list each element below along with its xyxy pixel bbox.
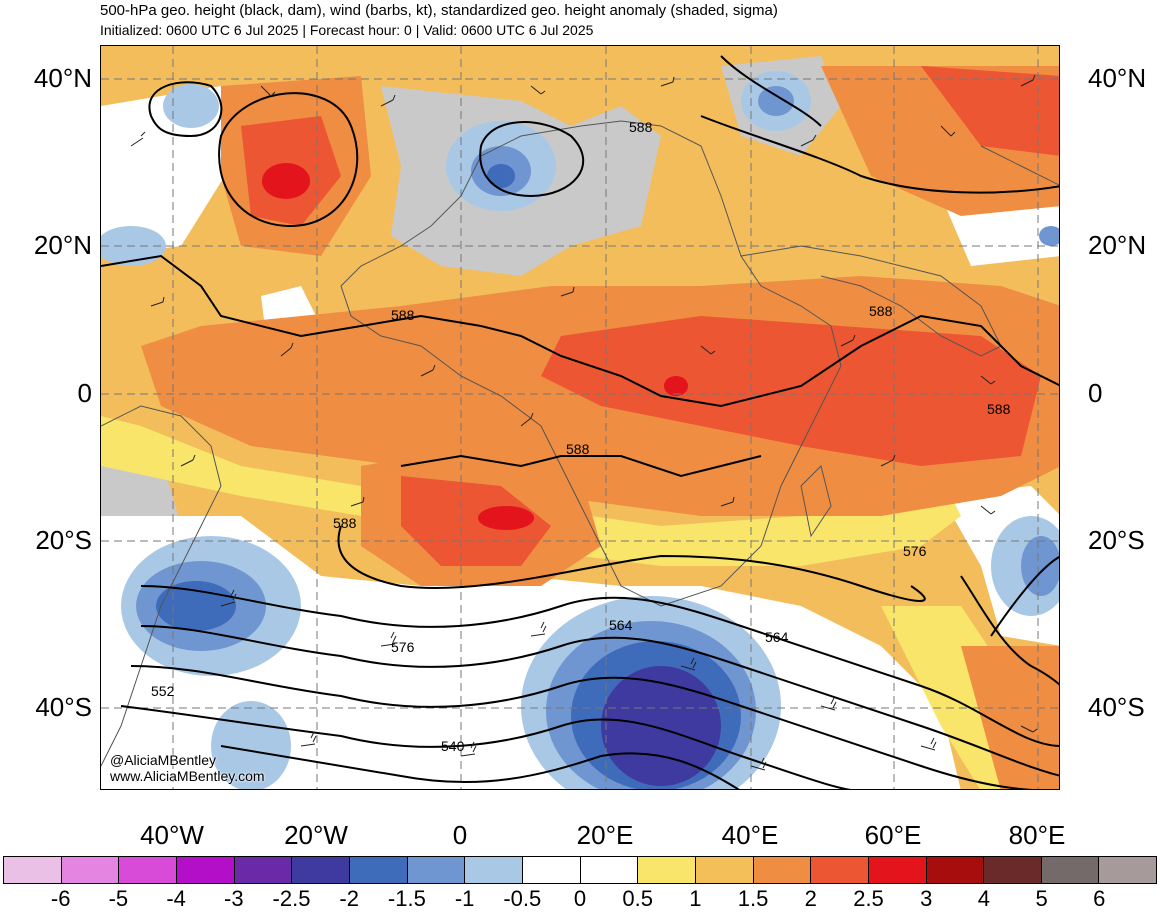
contour-label: 552 [151,683,175,699]
colorbar-swatch [868,857,927,883]
contour-label: 564 [609,617,633,633]
lat-label-left: 0 [77,378,92,408]
negative-anomaly-caspian-core [758,86,794,116]
contour-label: 576 [903,543,927,559]
lon-label: 0 [452,820,468,850]
colorbar-label: 1 [689,886,702,911]
colorbar-swatch [811,857,869,883]
colorbar-label: 6 [1093,886,1106,911]
lat-label-left: 20°N [33,230,92,260]
contour-label: 588 [391,307,415,323]
colorbar-swatch [407,857,466,883]
anomaly-core-s-atlantic [478,506,534,530]
colorbar-label: 2 [804,886,817,911]
negative-anomaly-nw [163,84,219,128]
colorbar-swatch [349,857,408,883]
strong-positive-africa-indian [541,316,1041,466]
map-panel: 588 588 588 588 588 588 576 576 564 564 … [100,45,1060,790]
lat-label-right: 0 [1088,378,1103,408]
colorbar-swatch [1041,857,1100,883]
colorbar-swatch [176,857,235,883]
colorbar-swatch [119,857,177,883]
colorbar-label: 5 [1035,886,1048,911]
colorbar-swatch [926,857,985,883]
contour-label: 588 [566,441,590,457]
anomaly-map: 588 588 588 588 588 588 576 576 564 564 … [101,46,1059,789]
colorbar-swatch [4,857,62,883]
colorbar-swatch [292,857,350,883]
colorbar [3,856,1157,884]
contour-labels: 588 588 588 588 588 588 576 576 564 564 … [151,119,1011,754]
negative-anomaly-arabian-sea [1039,226,1059,246]
colorbar-label: 4 [977,886,991,911]
colorbar-swatch [61,857,120,883]
lon-label: 60°E [864,820,922,850]
coastlines [101,120,1059,767]
colorbar-swatch [695,857,754,883]
contour-label: 588 [629,119,653,135]
contour-label: 564 [765,629,789,645]
moderate-positive-se-corner [961,646,1059,789]
lon-label: 20°E [576,820,634,850]
lon-label: 20°W [284,820,348,850]
colorbar-label: 2.5 [853,886,884,911]
height-contours [101,55,1059,789]
colorbar-label: -0.5 [503,886,542,911]
lon-label: 40°E [721,820,779,850]
graticule [101,46,1059,789]
colorbar-swatch [753,857,812,883]
lon-label: 80°E [1008,820,1066,850]
map-subtitle: Initialized: 0600 UTC 6 Jul 2025 | Forec… [100,22,594,38]
colorbar-swatch [638,857,696,883]
lat-label-right: 40°N [1088,63,1147,93]
negative-anomaly-s-indian-core [1021,536,1059,596]
colorbar-label: -4 [166,886,186,911]
negative-anomaly-southern-ocean-core [601,666,721,786]
colorbar-label: 0 [573,886,587,911]
anomaly-core-africa [664,376,688,396]
weak-positive-band-south [101,416,961,566]
lat-label-left: 40°S [35,692,92,722]
lat-label-left: 40°N [33,63,92,93]
lon-label: 40°W [140,820,204,850]
wind-barbs [130,74,1038,771]
colorbar-label: -1.5 [387,886,426,911]
lat-label-left: 20°S [35,525,92,555]
negative-anomaly-mediterranean-core [487,164,515,188]
contour-label: 588 [869,303,893,319]
lat-label-right: 20°S [1088,525,1145,555]
colorbar-swatch [580,857,639,883]
colorbar-label: -6 [50,886,71,911]
colorbar-swatch [1099,857,1157,883]
colorbar-label: -2.5 [272,886,311,911]
contour-label: 588 [333,515,357,531]
lat-label-right: 40°S [1088,692,1145,722]
contour-label: 540 [441,738,465,754]
colorbar-label: 0.5 [622,886,653,911]
colorbar-swatch [984,857,1042,883]
anomaly-core-azores [262,163,310,199]
colorbar-label: -3 [224,886,244,911]
lat-label-right: 20°N [1088,230,1147,260]
contour-label: 576 [391,639,415,655]
colorbar-label: -5 [108,886,129,911]
colorbar-swatch [234,857,293,883]
credit-handle: @AliciaMBentley [110,752,217,768]
colorbar-label: 3 [920,886,933,911]
strong-positive-ne [921,66,1059,156]
negative-anomaly-sw-atlantic-core [156,581,236,631]
credit-site: www.AliciaMBentley.com [110,768,265,784]
map-title: 500-hPa geo. height (black, dam), wind (… [100,2,778,19]
colorbar-swatch [522,857,581,883]
colorbar-swatch [465,857,523,883]
strong-positive-s-atlantic [401,476,551,566]
contour-label: 588 [987,401,1011,417]
colorbar-label: -2 [339,886,359,911]
colorbar-label: 1.5 [737,886,769,911]
negative-anomaly-s-atlantic-lower [211,701,291,789]
neutral-area-nw [101,86,231,256]
colorbar-label: -1 [454,886,475,911]
